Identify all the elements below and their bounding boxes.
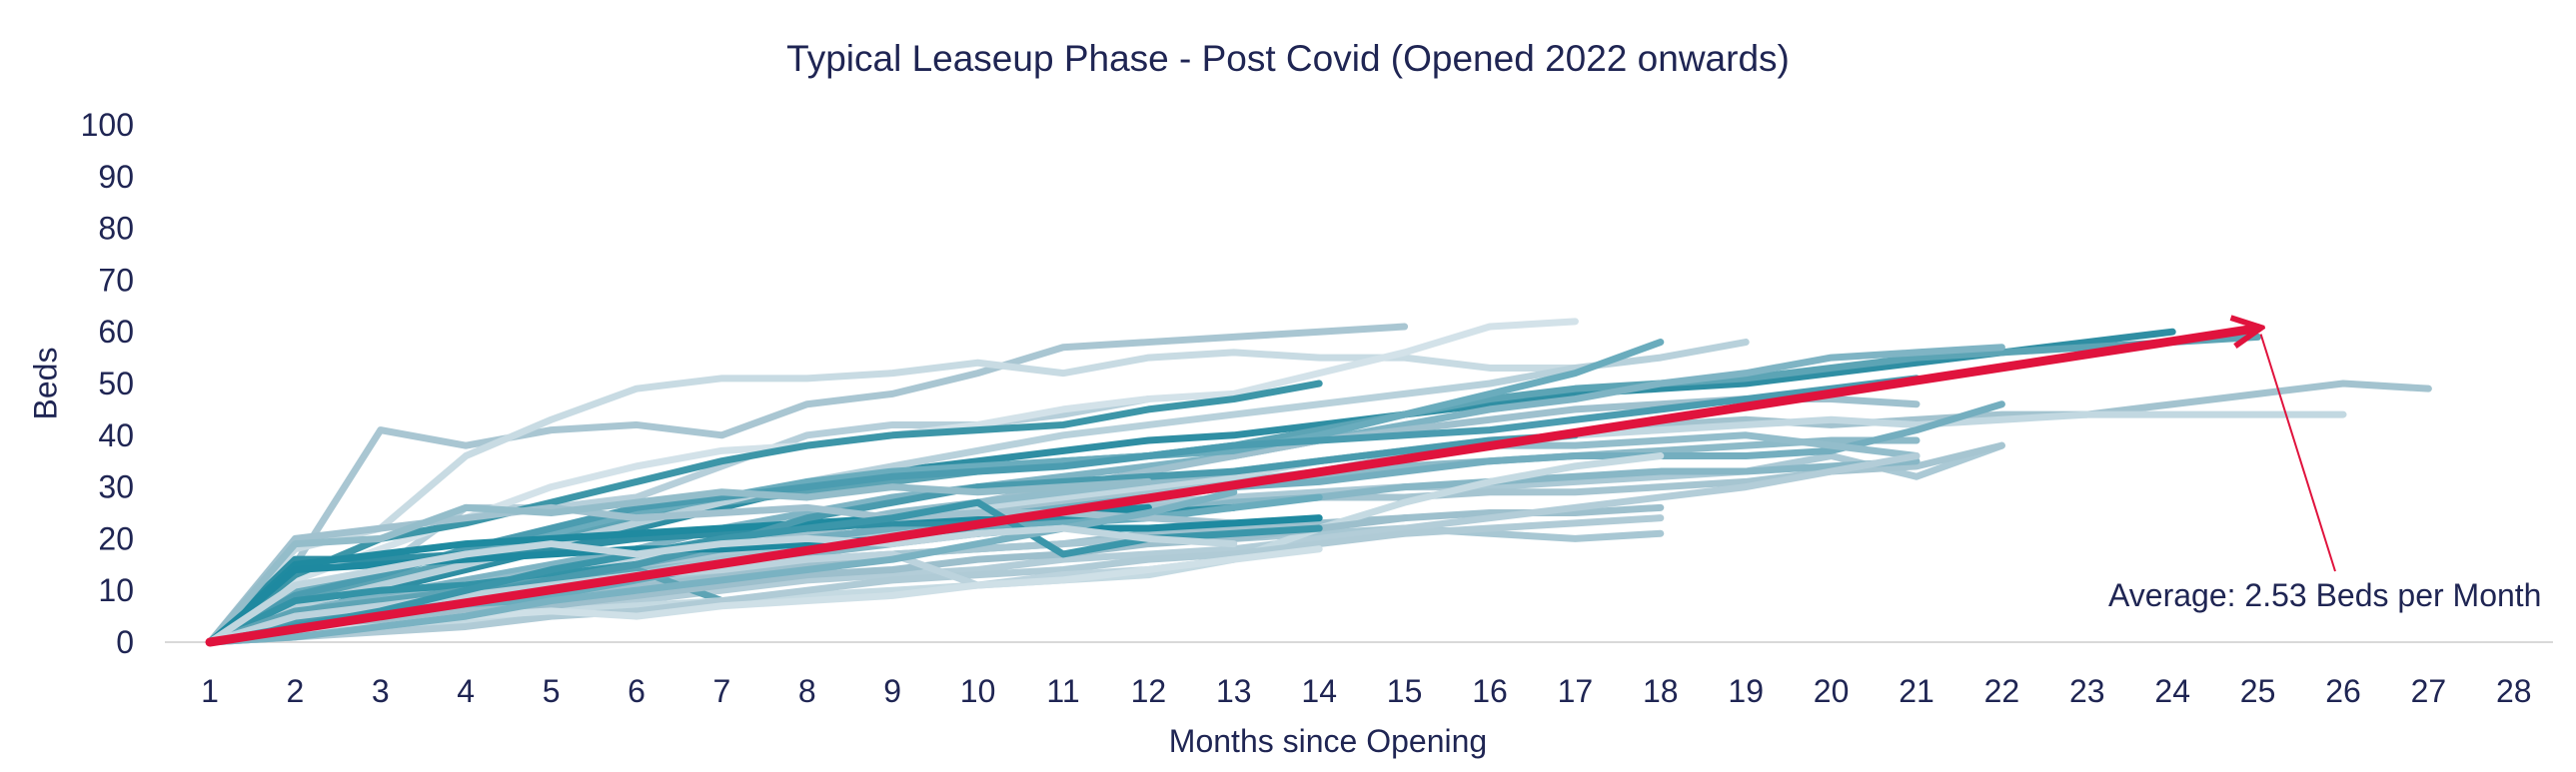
y-axis-tick-labels: 0 10 20 30 40 50 60 70 80 90 100 bbox=[81, 107, 134, 660]
series-line-31 bbox=[206, 514, 1665, 646]
x-tick-label: 27 bbox=[2411, 673, 2447, 709]
series-line-26 bbox=[206, 560, 641, 646]
x-tick-label: 15 bbox=[1387, 673, 1423, 709]
x-tick-label: 11 bbox=[1046, 673, 1079, 709]
x-tick-label: 13 bbox=[1216, 673, 1252, 709]
x-axis-label: Months since Opening bbox=[1168, 723, 1488, 759]
series-line-12 bbox=[206, 339, 1750, 646]
series-line-33 bbox=[206, 550, 1238, 646]
y-tick-label: 60 bbox=[98, 314, 134, 350]
x-tick-label: 16 bbox=[1472, 673, 1508, 709]
y-tick-label: 80 bbox=[98, 211, 134, 247]
series-line-40 bbox=[206, 524, 1238, 646]
y-tick-label: 20 bbox=[98, 520, 134, 556]
x-tick-label: 1 bbox=[201, 673, 219, 709]
y-tick-label: 50 bbox=[98, 366, 134, 401]
x-tick-label: 28 bbox=[2496, 673, 2532, 709]
y-tick-label: 0 bbox=[116, 624, 134, 660]
x-tick-label: 8 bbox=[798, 673, 816, 709]
series-line-1 bbox=[206, 323, 1409, 646]
x-tick-label: 9 bbox=[883, 673, 901, 709]
x-tick-label: 2 bbox=[287, 673, 305, 709]
y-tick-label: 10 bbox=[98, 572, 134, 608]
x-tick-label: 6 bbox=[628, 673, 645, 709]
x-tick-label: 21 bbox=[1899, 673, 1934, 709]
x-tick-label: 17 bbox=[1558, 673, 1594, 709]
y-tick-label: 100 bbox=[81, 107, 134, 143]
annotation-leader-line bbox=[2259, 334, 2336, 572]
series-line-2 bbox=[206, 349, 1579, 646]
x-tick-label: 10 bbox=[960, 673, 996, 709]
series-line-25 bbox=[206, 503, 1152, 646]
x-tick-label: 18 bbox=[1643, 673, 1679, 709]
x-axis-tick-labels: 1 2 3 4 5 6 7 8 9 10 11 12 13 14 15 16 17 18 19 20 21 22 23 24 2… bbox=[201, 673, 2531, 709]
y-tick-label: 30 bbox=[98, 469, 134, 505]
y-axis-label: Beds bbox=[27, 347, 64, 420]
series-line-24 bbox=[206, 503, 1238, 646]
x-tick-label: 26 bbox=[2325, 673, 2361, 709]
x-tick-label: 12 bbox=[1131, 673, 1167, 709]
x-tick-label: 4 bbox=[457, 673, 475, 709]
average-trend-arrow bbox=[205, 329, 2258, 647]
x-tick-label: 19 bbox=[1728, 673, 1764, 709]
x-tick-label: 24 bbox=[2154, 673, 2190, 709]
x-tick-label: 5 bbox=[543, 673, 561, 709]
series-line-38 bbox=[206, 498, 1323, 646]
x-tick-label: 14 bbox=[1301, 673, 1337, 709]
average-annotation: Average: 2.53 Beds per Month bbox=[2108, 577, 2542, 613]
y-tick-label: 70 bbox=[98, 262, 134, 298]
x-tick-label: 20 bbox=[1814, 673, 1850, 709]
x-tick-label: 23 bbox=[2069, 673, 2105, 709]
x-tick-label: 22 bbox=[1984, 673, 2020, 709]
chart-title: Typical Leaseup Phase - Post Covid (Open… bbox=[786, 38, 1790, 79]
y-tick-label: 90 bbox=[98, 159, 134, 195]
y-tick-label: 40 bbox=[98, 417, 134, 453]
series-line-8 bbox=[206, 344, 2005, 646]
series-line-35 bbox=[206, 477, 1152, 646]
x-tick-label: 7 bbox=[713, 673, 731, 709]
x-tick-label: 3 bbox=[372, 673, 390, 709]
x-tick-label: 25 bbox=[2240, 673, 2276, 709]
